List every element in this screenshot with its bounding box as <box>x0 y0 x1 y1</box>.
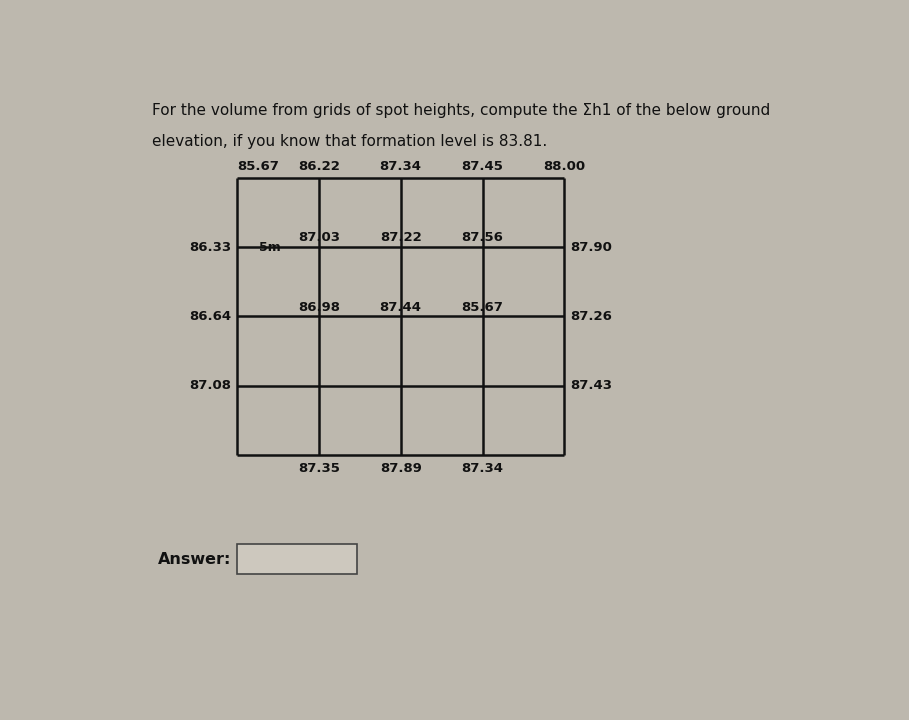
Bar <box>237 544 356 575</box>
Text: 88.00: 88.00 <box>544 161 585 174</box>
Text: 87.34: 87.34 <box>380 161 422 174</box>
Text: 87.56: 87.56 <box>462 231 504 244</box>
Text: 87.89: 87.89 <box>380 462 422 474</box>
Text: 87.90: 87.90 <box>570 240 612 253</box>
Text: 87.44: 87.44 <box>380 301 422 314</box>
Text: 5m: 5m <box>259 240 281 253</box>
Text: 87.45: 87.45 <box>462 161 504 174</box>
Text: 86.98: 86.98 <box>298 301 340 314</box>
Text: 86.33: 86.33 <box>189 240 231 253</box>
Text: 86.22: 86.22 <box>298 161 340 174</box>
Text: 87.43: 87.43 <box>570 379 612 392</box>
Text: 85.67: 85.67 <box>462 301 504 314</box>
Text: For the volume from grids of spot heights, compute the Σh1 of the below ground: For the volume from grids of spot height… <box>153 103 771 118</box>
Text: 86.64: 86.64 <box>189 310 231 323</box>
Text: 87.26: 87.26 <box>570 310 612 323</box>
Text: 87.03: 87.03 <box>298 231 340 244</box>
Text: 85.67: 85.67 <box>237 161 279 174</box>
Text: 87.35: 87.35 <box>298 462 340 474</box>
Text: elevation, if you know that formation level is 83.81.: elevation, if you know that formation le… <box>153 133 547 148</box>
Text: 87.08: 87.08 <box>189 379 231 392</box>
Text: 87.34: 87.34 <box>462 462 504 474</box>
Text: 87.22: 87.22 <box>380 231 422 244</box>
Text: Answer:: Answer: <box>158 552 231 567</box>
